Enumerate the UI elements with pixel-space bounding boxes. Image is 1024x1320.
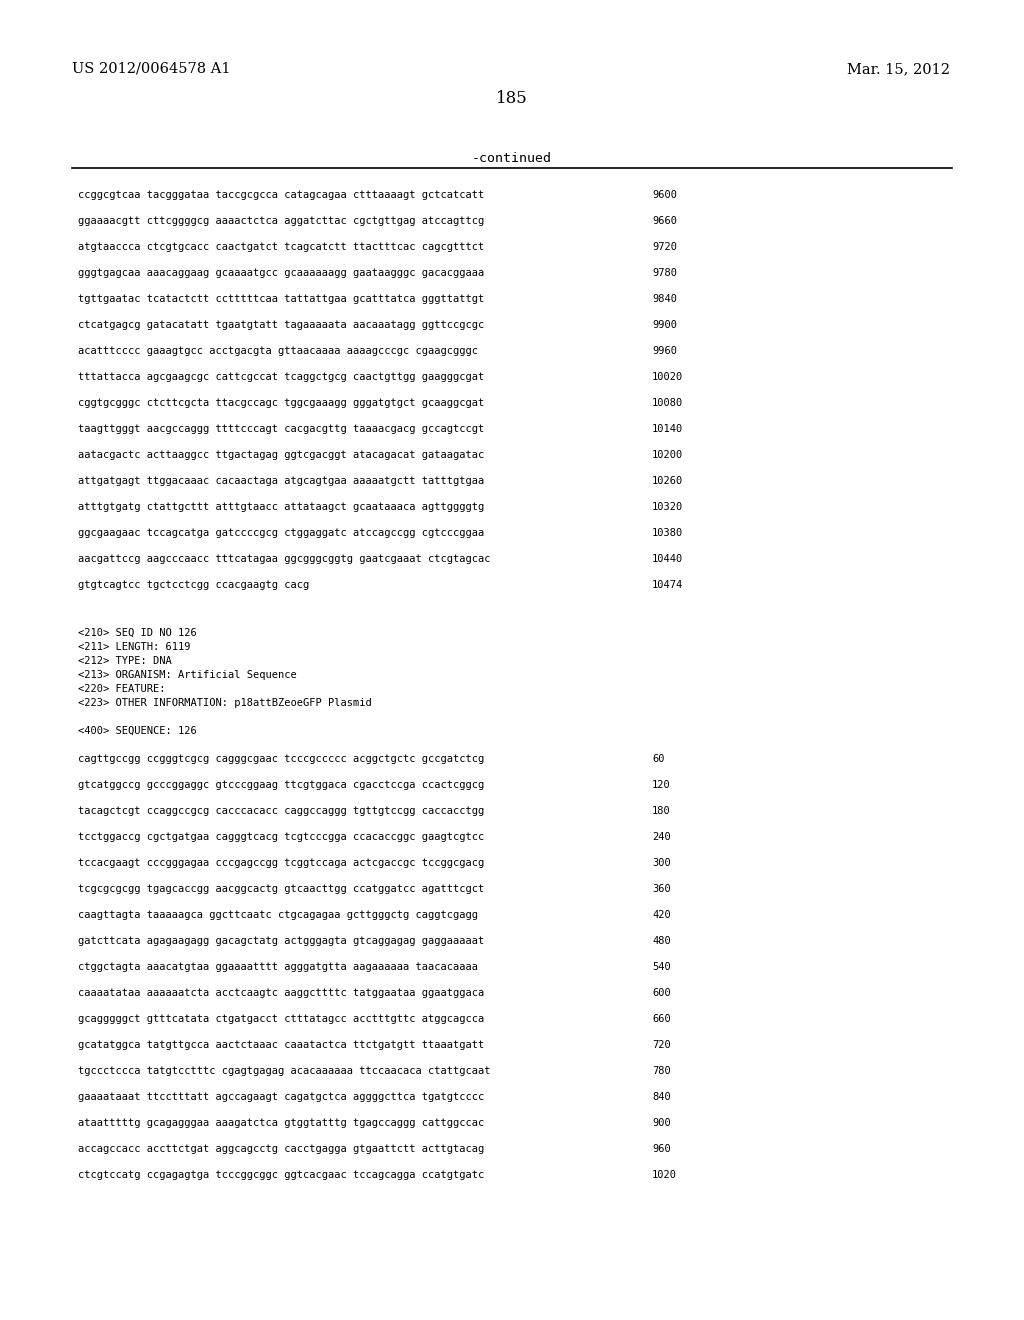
Text: gcagggggct gtttcatata ctgatgacct ctttatagcc acctttgttc atggcagcca: gcagggggct gtttcatata ctgatgacct ctttata… bbox=[78, 1014, 484, 1024]
Text: 660: 660 bbox=[652, 1014, 671, 1024]
Text: gaaaataaat ttcctttatt agccagaagt cagatgctca aggggcttca tgatgtcccc: gaaaataaat ttcctttatt agccagaagt cagatgc… bbox=[78, 1092, 484, 1102]
Text: Mar. 15, 2012: Mar. 15, 2012 bbox=[847, 62, 950, 77]
Text: gcatatggca tatgttgcca aactctaaac caaatactca ttctgatgtt ttaaatgatt: gcatatggca tatgttgcca aactctaaac caaatac… bbox=[78, 1040, 484, 1049]
Text: 1020: 1020 bbox=[652, 1170, 677, 1180]
Text: ggcgaagaac tccagcatga gatccccgcg ctggaggatc atccagccgg cgtcccggaa: ggcgaagaac tccagcatga gatccccgcg ctggagg… bbox=[78, 528, 484, 539]
Text: 60: 60 bbox=[652, 754, 665, 764]
Text: 960: 960 bbox=[652, 1144, 671, 1154]
Text: ctcatgagcg gatacatatt tgaatgtatt tagaaaaata aacaaatagg ggttccgcgc: ctcatgagcg gatacatatt tgaatgtatt tagaaaa… bbox=[78, 319, 484, 330]
Text: 420: 420 bbox=[652, 909, 671, 920]
Text: cggtgcgggc ctcttcgcta ttacgccagc tggcgaaagg gggatgtgct gcaaggcgat: cggtgcgggc ctcttcgcta ttacgccagc tggcgaa… bbox=[78, 399, 484, 408]
Text: ataatttttg gcagagggaa aaagatctca gtggtatttg tgagccaggg cattggccac: ataatttttg gcagagggaa aaagatctca gtggtat… bbox=[78, 1118, 484, 1129]
Text: -continued: -continued bbox=[472, 152, 552, 165]
Text: <211> LENGTH: 6119: <211> LENGTH: 6119 bbox=[78, 642, 190, 652]
Text: ggaaaacgtt cttcggggcg aaaactctca aggatcttac cgctgttgag atccagttcg: ggaaaacgtt cttcggggcg aaaactctca aggatct… bbox=[78, 216, 484, 226]
Text: cagttgccgg ccgggtcgcg cagggcgaac tcccgccccc acggctgctc gccgatctcg: cagttgccgg ccgggtcgcg cagggcgaac tcccgcc… bbox=[78, 754, 484, 764]
Text: 9840: 9840 bbox=[652, 294, 677, 304]
Text: 300: 300 bbox=[652, 858, 671, 869]
Text: tacagctcgt ccaggccgcg cacccacacc caggccaggg tgttgtccgg caccacctgg: tacagctcgt ccaggccgcg cacccacacc caggcca… bbox=[78, 807, 484, 816]
Text: 780: 780 bbox=[652, 1067, 671, 1076]
Text: taagttgggt aacgccaggg ttttcccagt cacgacgttg taaaacgacg gccagtccgt: taagttgggt aacgccaggg ttttcccagt cacgacg… bbox=[78, 424, 484, 434]
Text: tttattacca agcgaagcgc cattcgccat tcaggctgcg caactgttgg gaagggcgat: tttattacca agcgaagcgc cattcgccat tcaggct… bbox=[78, 372, 484, 381]
Text: 10140: 10140 bbox=[652, 424, 683, 434]
Text: attgatgagt ttggacaaac cacaactaga atgcagtgaa aaaaatgctt tatttgtgaa: attgatgagt ttggacaaac cacaactaga atgcagt… bbox=[78, 477, 484, 486]
Text: gtgtcagtcc tgctcctcgg ccacgaagtg cacg: gtgtcagtcc tgctcctcgg ccacgaagtg cacg bbox=[78, 579, 309, 590]
Text: US 2012/0064578 A1: US 2012/0064578 A1 bbox=[72, 62, 230, 77]
Text: 480: 480 bbox=[652, 936, 671, 946]
Text: <213> ORGANISM: Artificial Sequence: <213> ORGANISM: Artificial Sequence bbox=[78, 671, 297, 680]
Text: 10440: 10440 bbox=[652, 554, 683, 564]
Text: 10020: 10020 bbox=[652, 372, 683, 381]
Text: tcgcgcgcgg tgagcaccgg aacggcactg gtcaacttgg ccatggatcc agatttcgct: tcgcgcgcgg tgagcaccgg aacggcactg gtcaact… bbox=[78, 884, 484, 894]
Text: ctcgtccatg ccgagagtga tcccggcggc ggtcacgaac tccagcagga ccatgtgatc: ctcgtccatg ccgagagtga tcccggcggc ggtcacg… bbox=[78, 1170, 484, 1180]
Text: gatcttcata agagaagagg gacagctatg actgggagta gtcaggagag gaggaaaaat: gatcttcata agagaagagg gacagctatg actggga… bbox=[78, 936, 484, 946]
Text: 10080: 10080 bbox=[652, 399, 683, 408]
Text: caagttagta taaaaagca ggcttcaatc ctgcagagaa gcttgggctg caggtcgagg: caagttagta taaaaagca ggcttcaatc ctgcagag… bbox=[78, 909, 478, 920]
Text: acatttcccc gaaagtgcc acctgacgta gttaacaaaa aaaagcccgc cgaagcgggc: acatttcccc gaaagtgcc acctgacgta gttaacaa… bbox=[78, 346, 478, 356]
Text: accagccacc accttctgat aggcagcctg cacctgagga gtgaattctt acttgtacag: accagccacc accttctgat aggcagcctg cacctga… bbox=[78, 1144, 484, 1154]
Text: gtcatggccg gcccggaggc gtcccggaag ttcgtggaca cgacctccga ccactcggcg: gtcatggccg gcccggaggc gtcccggaag ttcgtgg… bbox=[78, 780, 484, 789]
Text: 10200: 10200 bbox=[652, 450, 683, 459]
Text: 240: 240 bbox=[652, 832, 671, 842]
Text: 10320: 10320 bbox=[652, 502, 683, 512]
Text: <212> TYPE: DNA: <212> TYPE: DNA bbox=[78, 656, 172, 667]
Text: tgttgaatac tcatactctt cctttttcaa tattattgaa gcatttatca gggttattgt: tgttgaatac tcatactctt cctttttcaa tattatt… bbox=[78, 294, 484, 304]
Text: 840: 840 bbox=[652, 1092, 671, 1102]
Text: 9900: 9900 bbox=[652, 319, 677, 330]
Text: <220> FEATURE:: <220> FEATURE: bbox=[78, 684, 166, 694]
Text: 720: 720 bbox=[652, 1040, 671, 1049]
Text: 600: 600 bbox=[652, 987, 671, 998]
Text: 180: 180 bbox=[652, 807, 671, 816]
Text: 9780: 9780 bbox=[652, 268, 677, 279]
Text: tccacgaagt cccgggagaa cccgagccgg tcggtccaga actcgaccgc tccggcgacg: tccacgaagt cccgggagaa cccgagccgg tcggtcc… bbox=[78, 858, 484, 869]
Text: ctggctagta aaacatgtaa ggaaaatttt agggatgtta aagaaaaaa taacacaaaa: ctggctagta aaacatgtaa ggaaaatttt agggatg… bbox=[78, 962, 478, 972]
Text: 120: 120 bbox=[652, 780, 671, 789]
Text: 10474: 10474 bbox=[652, 579, 683, 590]
Text: <223> OTHER INFORMATION: p18attBZeoeGFP Plasmid: <223> OTHER INFORMATION: p18attBZeoeGFP … bbox=[78, 698, 372, 708]
Text: 540: 540 bbox=[652, 962, 671, 972]
Text: ccggcgtcaa tacgggataa taccgcgcca catagcagaa ctttaaaagt gctcatcatt: ccggcgtcaa tacgggataa taccgcgcca catagca… bbox=[78, 190, 484, 201]
Text: aatacgactc acttaaggcc ttgactagag ggtcgacggt atacagacat gataagatac: aatacgactc acttaaggcc ttgactagag ggtcgac… bbox=[78, 450, 484, 459]
Text: caaaatataa aaaaaatcta acctcaagtc aaggcttttc tatggaataa ggaatggaca: caaaatataa aaaaaatcta acctcaagtc aaggctt… bbox=[78, 987, 484, 998]
Text: aacgattccg aagcccaacc tttcatagaa ggcgggcggtg gaatcgaaat ctcgtagcac: aacgattccg aagcccaacc tttcatagaa ggcgggc… bbox=[78, 554, 490, 564]
Text: 9720: 9720 bbox=[652, 242, 677, 252]
Text: 9960: 9960 bbox=[652, 346, 677, 356]
Text: 9660: 9660 bbox=[652, 216, 677, 226]
Text: atttgtgatg ctattgcttt atttgtaacc attataagct gcaataaaca agttggggtg: atttgtgatg ctattgcttt atttgtaacc attataa… bbox=[78, 502, 484, 512]
Text: atgtaaccca ctcgtgcacc caactgatct tcagcatctt ttactttcac cagcgtttct: atgtaaccca ctcgtgcacc caactgatct tcagcat… bbox=[78, 242, 484, 252]
Text: tgccctccca tatgtcctttc cgagtgagag acacaaaaaa ttccaacaca ctattgcaat: tgccctccca tatgtcctttc cgagtgagag acacaa… bbox=[78, 1067, 490, 1076]
Text: 185: 185 bbox=[496, 90, 528, 107]
Text: 10380: 10380 bbox=[652, 528, 683, 539]
Text: 10260: 10260 bbox=[652, 477, 683, 486]
Text: 360: 360 bbox=[652, 884, 671, 894]
Text: <400> SEQUENCE: 126: <400> SEQUENCE: 126 bbox=[78, 726, 197, 737]
Text: gggtgagcaa aaacaggaag gcaaaatgcc gcaaaaaagg gaataagggc gacacggaaa: gggtgagcaa aaacaggaag gcaaaatgcc gcaaaaa… bbox=[78, 268, 484, 279]
Text: 9600: 9600 bbox=[652, 190, 677, 201]
Text: <210> SEQ ID NO 126: <210> SEQ ID NO 126 bbox=[78, 628, 197, 638]
Text: 900: 900 bbox=[652, 1118, 671, 1129]
Text: tcctggaccg cgctgatgaa cagggtcacg tcgtcccgga ccacaccggc gaagtcgtcc: tcctggaccg cgctgatgaa cagggtcacg tcgtccc… bbox=[78, 832, 484, 842]
